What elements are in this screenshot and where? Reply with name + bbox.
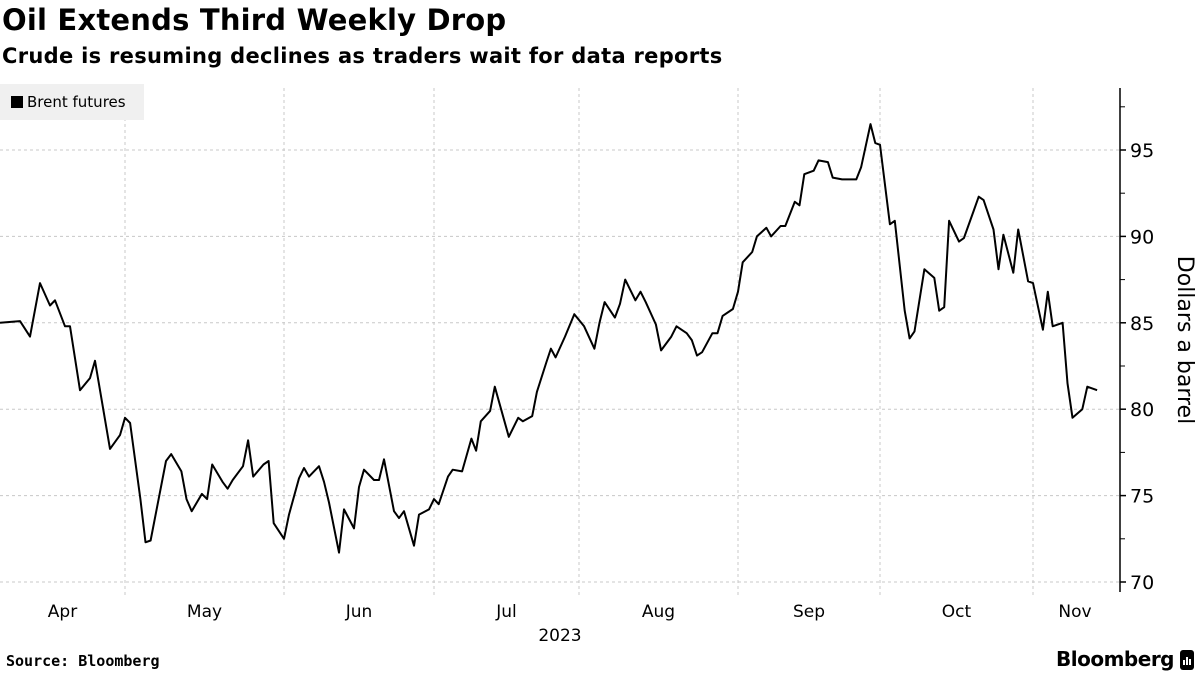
y-tick-label: 90 — [1130, 226, 1154, 248]
series-layer — [0, 123, 1098, 554]
y-axis: 70 75 80 85 90 95 — [1119, 87, 1154, 594]
y-tick-label: 70 — [1130, 572, 1154, 594]
legend: Brent futures — [0, 84, 144, 120]
bloomberg-logo: Bloomberg — [1056, 647, 1174, 671]
bloomberg-chart-icon — [1180, 650, 1194, 670]
x-tick-label: Jun — [345, 602, 373, 622]
legend-swatch — [11, 96, 23, 108]
y-tick-label: 95 — [1130, 140, 1154, 162]
y-tick-label: 80 — [1130, 399, 1154, 421]
x-tick-label: Apr — [48, 602, 77, 622]
gridlines — [0, 87, 1120, 595]
x-tick-label: Aug — [642, 602, 675, 622]
x-tick-label: Sep — [793, 602, 825, 622]
source-note: Source: Bloomberg — [6, 652, 160, 670]
x-tick-label: May — [187, 602, 222, 622]
x-tick-label: Jul — [495, 602, 517, 622]
x-axis: Apr May Jun Jul Aug Sep Oct Nov — [48, 602, 1092, 622]
chart-title: Oil Extends Third Weekly Drop — [2, 3, 507, 37]
legend-label-brent: Brent futures — [27, 93, 126, 111]
x-tick-label: Oct — [942, 602, 972, 622]
y-axis-label: Dollars a barrel — [1172, 256, 1197, 424]
chart-subtitle: Crude is resuming declines as traders wa… — [2, 44, 723, 68]
y-tick-label: 75 — [1130, 486, 1154, 508]
y-tick-label: 85 — [1130, 313, 1154, 335]
x-tick-label: Nov — [1058, 602, 1091, 622]
series-line-brent-futures — [0, 123, 1098, 554]
x-axis-year-label: 2023 — [538, 626, 581, 646]
